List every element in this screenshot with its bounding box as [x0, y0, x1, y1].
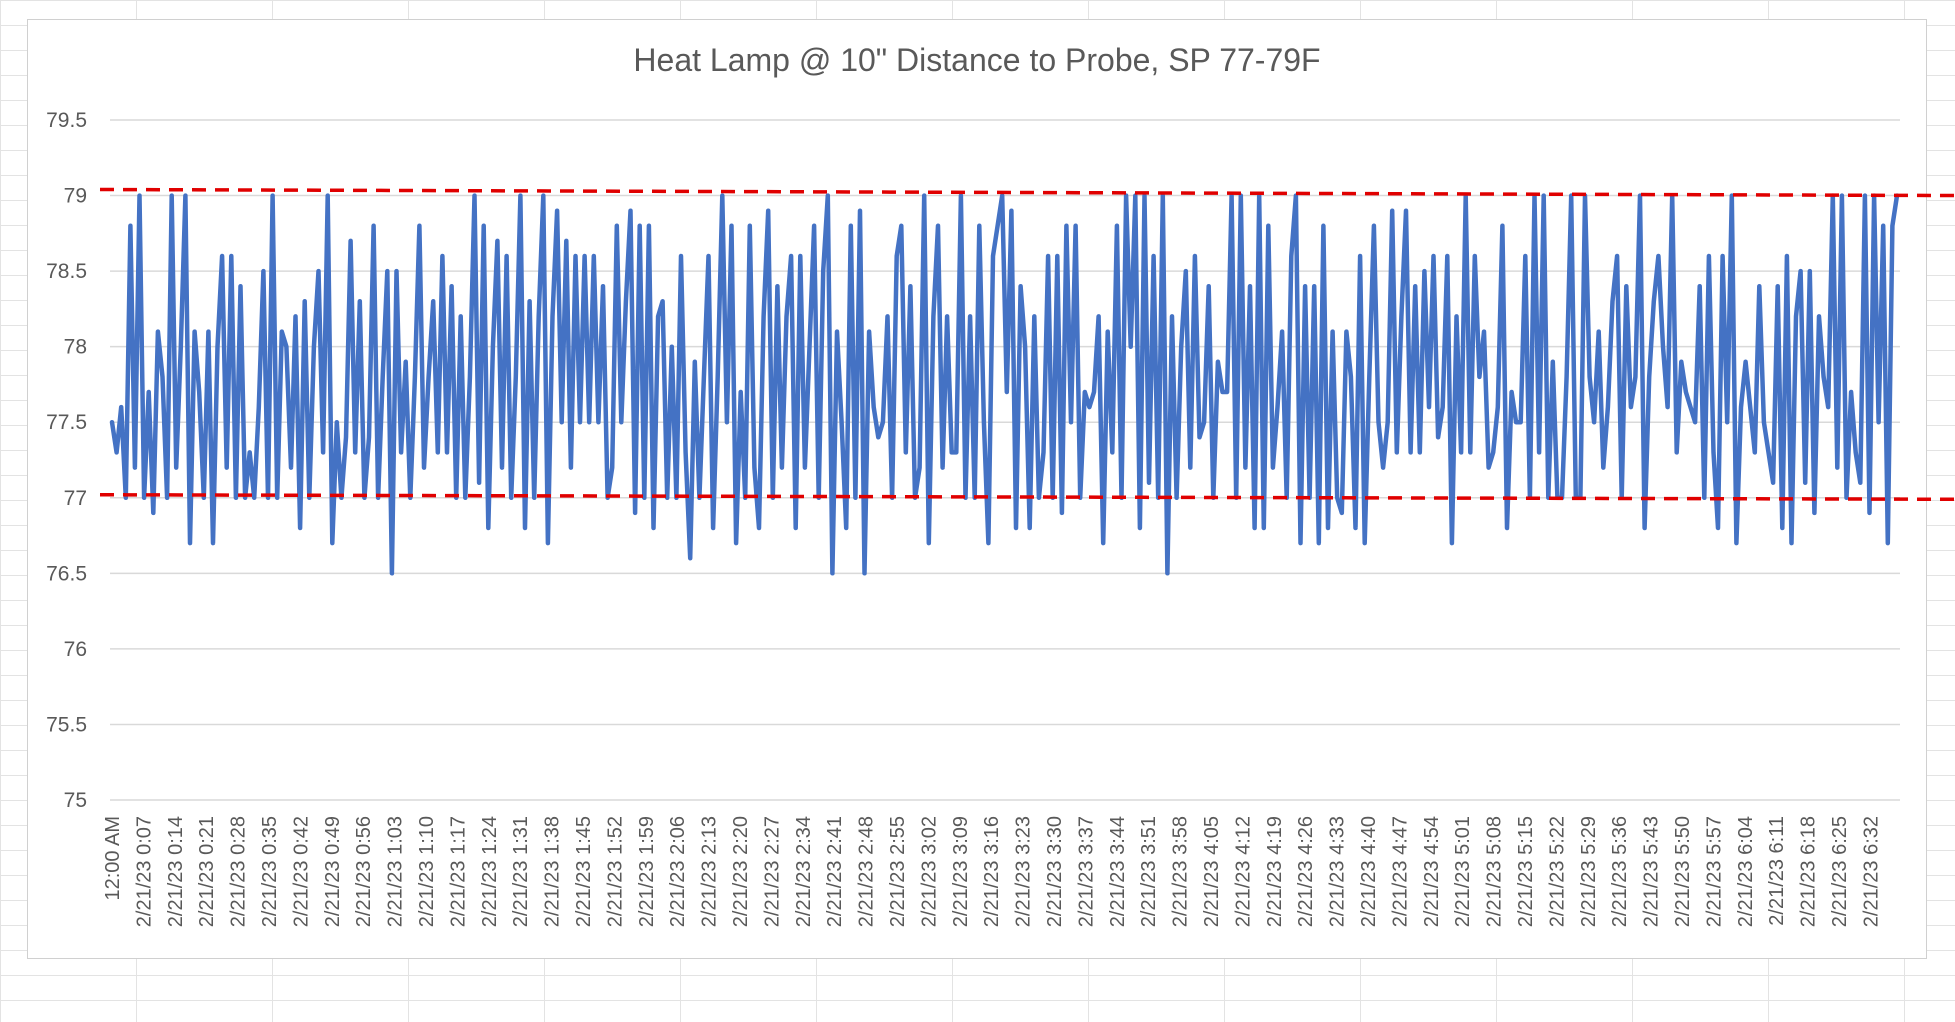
y-tick-label: 78	[64, 336, 87, 359]
y-tick-label: 78.5	[46, 260, 87, 283]
x-tick-label: 2/21/23 6:11	[1766, 816, 1788, 926]
y-tick-label: 79.5	[46, 109, 87, 132]
y-tick-label: 75.5	[46, 713, 87, 736]
x-tick-label: 2/21/23 1:10	[416, 816, 438, 927]
x-tick-label: 2/21/23 2:48	[856, 816, 878, 927]
x-tick-label: 2/21/23 5:29	[1578, 816, 1600, 927]
y-tick-label: 75	[64, 789, 87, 812]
x-tick-label: 2/21/23 5:22	[1546, 816, 1568, 927]
x-tick-label: 2/21/23 3:02	[918, 816, 940, 927]
x-tick-label: 2/21/23 0:21	[196, 816, 218, 927]
x-tick-label: 2/21/23 1:45	[573, 816, 595, 927]
x-tick-label: 2/21/23 4:19	[1264, 816, 1286, 927]
x-tick-label: 2/21/23 1:38	[542, 816, 564, 927]
x-tick-label: 2/21/23 5:15	[1515, 816, 1537, 927]
x-tick-label: 2/21/23 4:26	[1295, 816, 1317, 927]
x-tick-label: 2/21/23 4:47	[1389, 816, 1411, 927]
x-tick-label: 2/21/23 6:04	[1735, 816, 1757, 927]
x-tick-label: 2/21/23 5:36	[1609, 816, 1631, 927]
x-tick-label: 2/21/23 4:40	[1358, 816, 1380, 927]
x-tick-label: 2/21/23 0:56	[353, 816, 375, 927]
x-tick-label: 2/21/23 4:54	[1421, 816, 1443, 927]
x-tick-label: 2/21/23 6:32	[1860, 816, 1882, 927]
x-tick-label: 2/21/23 0:49	[322, 816, 344, 927]
x-tick-label: 2/21/23 2:13	[699, 816, 721, 927]
x-tick-label: 2/21/23 5:01	[1452, 816, 1474, 927]
x-tick-label: 2/21/23 6:18	[1798, 816, 1820, 927]
x-tick-label: 2/21/23 2:55	[887, 816, 909, 927]
x-tick-label: 2/21/23 3:09	[950, 816, 972, 927]
x-tick-label: 2/21/23 1:03	[385, 816, 407, 927]
x-tick-label: 2/21/23 2:41	[824, 816, 846, 927]
reference-line-1	[99, 493, 1955, 502]
x-tick-label: 2/21/23 1:52	[604, 816, 626, 927]
x-tick-label: 2/21/23 0:14	[165, 816, 187, 927]
x-tick-label: 2/21/23 3:44	[1107, 816, 1129, 927]
x-tick-label: 2/21/23 2:06	[667, 816, 689, 927]
x-tick-label: 2/21/23 3:51	[1138, 816, 1160, 927]
y-tick-label: 76	[64, 638, 87, 661]
y-tick-label: 77	[64, 487, 87, 510]
x-tick-label: 12:00 AM	[102, 816, 124, 901]
x-tick-label: 2/21/23 4:12	[1232, 816, 1254, 927]
x-tick-label: 2/21/23 2:34	[793, 816, 815, 927]
x-tick-label: 2/21/23 0:42	[290, 816, 312, 927]
y-tick-label: 76.5	[46, 562, 87, 585]
x-tick-label: 2/21/23 4:05	[1201, 816, 1223, 927]
x-tick-label: 2/21/23 5:08	[1484, 816, 1506, 927]
x-tick-label: 2/21/23 3:58	[1170, 816, 1192, 927]
x-tick-label: 2/21/23 1:59	[636, 816, 658, 927]
x-tick-label: 2/21/23 5:57	[1703, 816, 1725, 927]
x-tick-label: 2/21/23 1:31	[510, 816, 532, 927]
x-tick-label: 2/21/23 4:33	[1327, 816, 1349, 927]
y-tick-label: 79	[64, 185, 87, 208]
x-tick-label: 2/21/23 5:43	[1641, 816, 1663, 927]
x-tick-label: 2/21/23 0:07	[133, 816, 155, 927]
x-tick-label: 2/21/23 3:30	[1044, 816, 1066, 927]
x-tick-label: 2/21/23 1:17	[447, 816, 469, 927]
y-tick-label: 77.5	[46, 411, 87, 434]
reference-line-0	[99, 187, 1955, 198]
x-tick-label: 2/21/23 0:28	[228, 816, 250, 927]
x-tick-label: 2/21/23 1:24	[479, 816, 501, 927]
series-line-0	[109, 193, 1900, 576]
x-tick-label: 2/21/23 3:37	[1075, 816, 1097, 927]
x-tick-label: 2/21/23 0:35	[259, 816, 281, 927]
x-tick-label: 2/21/23 2:27	[761, 816, 783, 927]
x-tick-label: 2/21/23 5:50	[1672, 816, 1694, 927]
x-tick-label: 2/21/23 3:16	[981, 816, 1003, 927]
x-tick-label: 2/21/23 3:23	[1013, 816, 1035, 927]
x-tick-label: 2/21/23 2:20	[730, 816, 752, 927]
chart-title: Heat Lamp @ 10" Distance to Probe, SP 77…	[633, 42, 1321, 78]
x-tick-label: 2/21/23 6:25	[1829, 816, 1851, 927]
